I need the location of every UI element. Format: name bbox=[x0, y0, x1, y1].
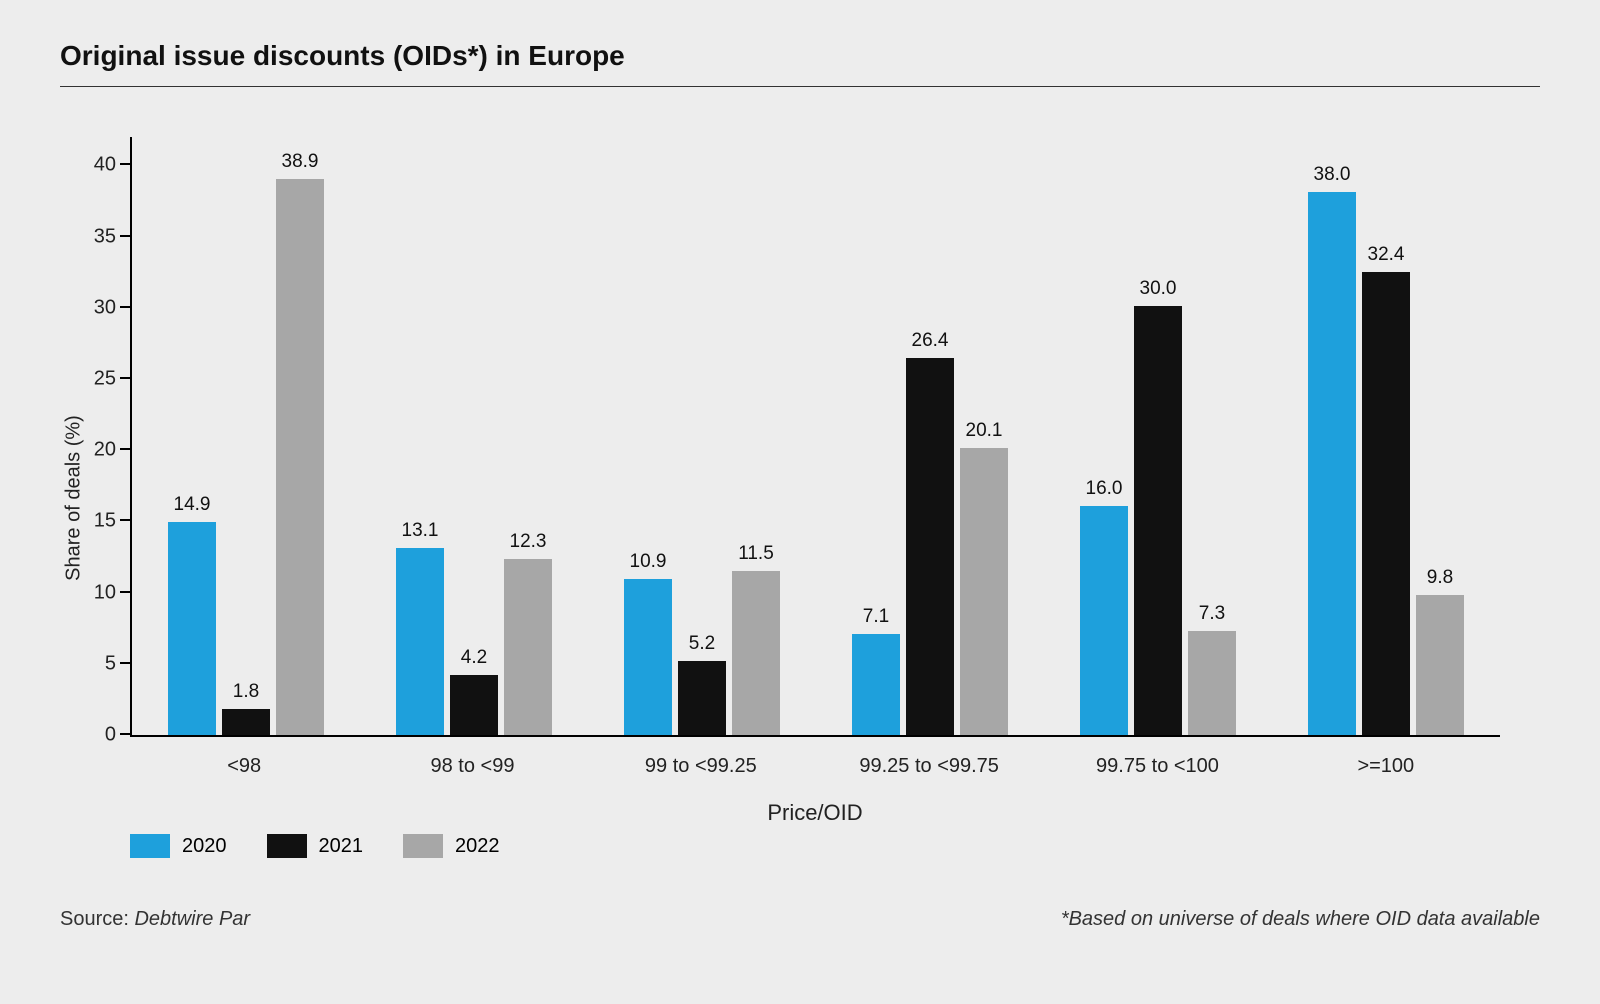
legend-label: 2020 bbox=[182, 835, 227, 858]
bar-group: 7.126.420.1 bbox=[816, 137, 1044, 735]
bar: 16.0 bbox=[1080, 506, 1128, 735]
footnote: *Based on universe of deals where OID da… bbox=[1061, 908, 1540, 931]
bar-value-label: 4.2 bbox=[461, 647, 487, 669]
legend-item: 2021 bbox=[267, 834, 364, 858]
x-tick-label: >=100 bbox=[1272, 755, 1500, 778]
x-tick-labels: <9898 to <9999 to <99.2599.25 to <99.759… bbox=[130, 755, 1500, 778]
bar: 38.0 bbox=[1308, 192, 1356, 735]
x-tick-label: 99.25 to <99.75 bbox=[815, 755, 1043, 778]
source-value: Debtwire Par bbox=[134, 908, 250, 930]
bar-group: 38.032.49.8 bbox=[1272, 137, 1500, 735]
bar-value-label: 13.1 bbox=[402, 520, 439, 542]
bar-value-label: 7.1 bbox=[863, 606, 889, 628]
bar-value-label: 38.0 bbox=[1314, 164, 1351, 186]
y-tick bbox=[120, 662, 130, 664]
bar-value-label: 12.3 bbox=[510, 531, 547, 553]
bar: 7.3 bbox=[1188, 631, 1236, 735]
bar-value-label: 5.2 bbox=[689, 633, 715, 655]
y-tick-label: 15 bbox=[82, 510, 116, 533]
bar-value-label: 7.3 bbox=[1199, 603, 1225, 625]
chart-footer: Source: Debtwire Par *Based on universe … bbox=[60, 908, 1540, 931]
bar: 38.9 bbox=[276, 179, 324, 735]
y-tick bbox=[120, 163, 130, 165]
bar-value-label: 10.9 bbox=[630, 551, 667, 573]
bar: 20.1 bbox=[960, 448, 1008, 735]
y-tick-label: 25 bbox=[82, 368, 116, 391]
bar: 5.2 bbox=[678, 661, 726, 735]
bar: 13.1 bbox=[396, 548, 444, 735]
bar: 14.9 bbox=[168, 522, 216, 735]
bar-value-label: 32.4 bbox=[1368, 244, 1405, 266]
plot-area: 14.91.838.913.14.212.310.95.211.57.126.4… bbox=[130, 137, 1500, 737]
x-tick-label: 98 to <99 bbox=[358, 755, 586, 778]
bar-value-label: 20.1 bbox=[966, 420, 1003, 442]
legend-item: 2020 bbox=[130, 834, 227, 858]
x-tick-label: 99.75 to <100 bbox=[1043, 755, 1271, 778]
legend-label: 2021 bbox=[319, 835, 364, 858]
bar: 26.4 bbox=[906, 358, 954, 735]
bar: 1.8 bbox=[222, 709, 270, 735]
bar-group: 16.030.07.3 bbox=[1044, 137, 1272, 735]
bar-value-label: 30.0 bbox=[1140, 278, 1177, 300]
bar-value-label: 38.9 bbox=[282, 151, 319, 173]
legend-swatch bbox=[267, 834, 307, 858]
chart-title: Original issue discounts (OIDs*) in Euro… bbox=[60, 40, 1540, 87]
bar: 7.1 bbox=[852, 634, 900, 735]
source-text: Source: Debtwire Par bbox=[60, 908, 250, 931]
bar: 10.9 bbox=[624, 579, 672, 735]
bar-value-label: 26.4 bbox=[912, 330, 949, 352]
x-axis-label: Price/OID bbox=[130, 800, 1500, 826]
y-tick bbox=[120, 591, 130, 593]
bar-group: 13.14.212.3 bbox=[360, 137, 588, 735]
bar: 12.3 bbox=[504, 559, 552, 735]
y-tick bbox=[120, 733, 130, 735]
chart-container: Share of deals (%) 14.91.838.913.14.212.… bbox=[130, 137, 1500, 858]
bar: 4.2 bbox=[450, 675, 498, 735]
legend-label: 2022 bbox=[455, 835, 500, 858]
x-tick-label: <98 bbox=[130, 755, 358, 778]
bar-value-label: 16.0 bbox=[1086, 478, 1123, 500]
y-tick bbox=[120, 448, 130, 450]
y-tick-label: 30 bbox=[82, 296, 116, 319]
y-tick-label: 40 bbox=[82, 154, 116, 177]
y-tick bbox=[120, 519, 130, 521]
source-label: Source: bbox=[60, 908, 134, 930]
legend-item: 2022 bbox=[403, 834, 500, 858]
y-tick bbox=[120, 306, 130, 308]
bar-value-label: 9.8 bbox=[1427, 567, 1453, 589]
y-tick bbox=[120, 377, 130, 379]
bar: 9.8 bbox=[1416, 595, 1464, 735]
bar-value-label: 14.9 bbox=[174, 494, 211, 516]
y-tick-label: 5 bbox=[82, 652, 116, 675]
legend-swatch bbox=[130, 834, 170, 858]
legend: 2020 2021 2022 bbox=[130, 834, 1500, 858]
bar-group: 10.95.211.5 bbox=[588, 137, 816, 735]
y-tick-label: 20 bbox=[82, 439, 116, 462]
bar-value-label: 11.5 bbox=[738, 543, 774, 565]
y-tick-label: 0 bbox=[82, 724, 116, 747]
x-tick-label: 99 to <99.25 bbox=[587, 755, 815, 778]
bar: 11.5 bbox=[732, 571, 780, 735]
y-tick-label: 10 bbox=[82, 581, 116, 604]
bar: 32.4 bbox=[1362, 272, 1410, 735]
bar: 30.0 bbox=[1134, 306, 1182, 735]
y-tick bbox=[120, 235, 130, 237]
bars-container: 14.91.838.913.14.212.310.95.211.57.126.4… bbox=[132, 137, 1500, 735]
legend-swatch bbox=[403, 834, 443, 858]
bar-group: 14.91.838.9 bbox=[132, 137, 360, 735]
y-tick-label: 35 bbox=[82, 225, 116, 248]
bar-value-label: 1.8 bbox=[233, 681, 259, 703]
